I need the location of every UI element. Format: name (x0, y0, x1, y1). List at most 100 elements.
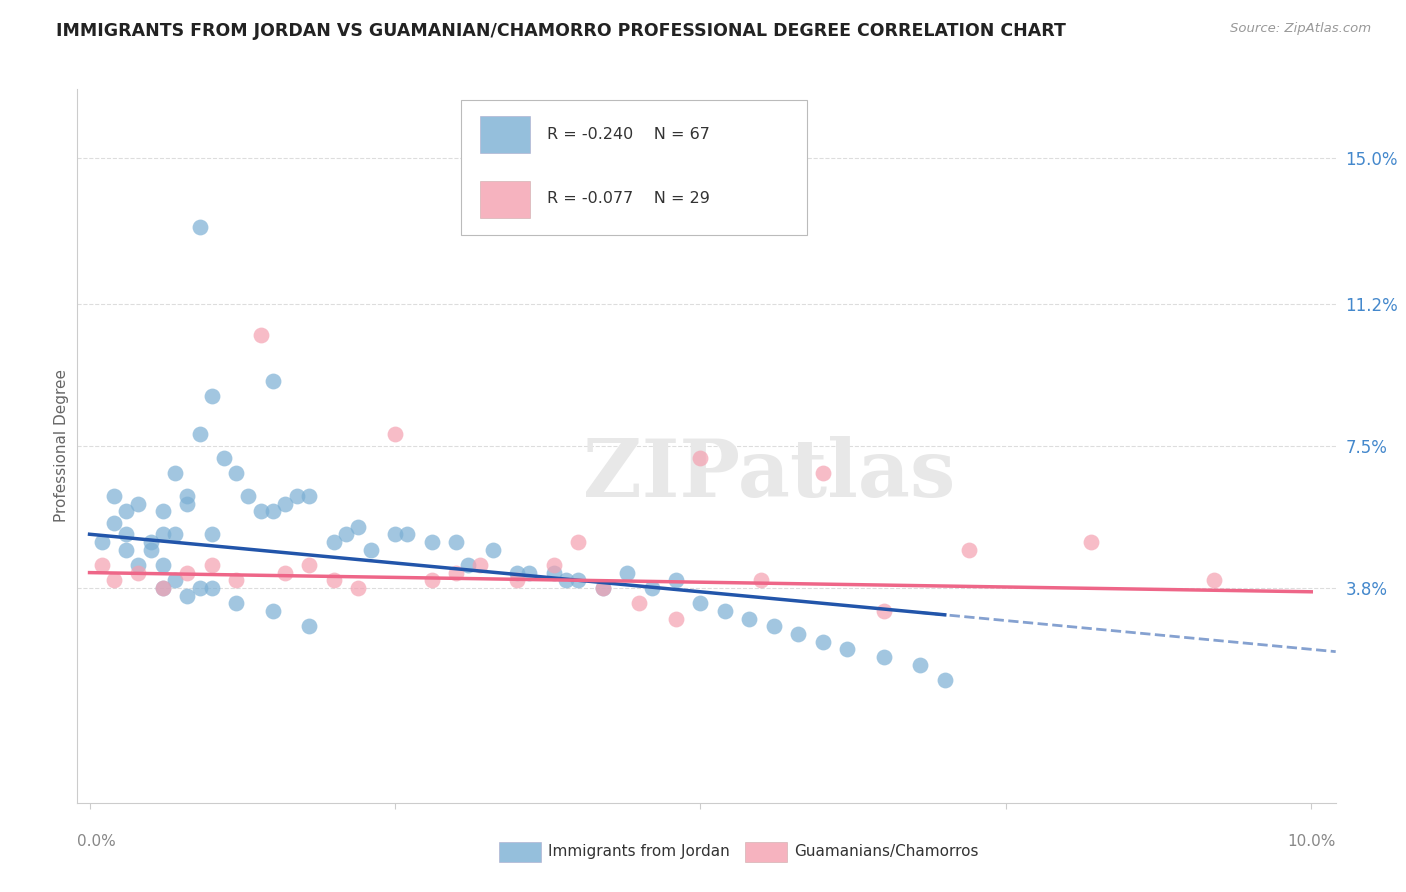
Point (274, 566, 297, 580)
Point (616, 566, 638, 580)
Point (188, 220, 211, 235)
Point (262, 604, 284, 618)
Point (762, 619, 785, 633)
Point (249, 327, 271, 342)
Text: 0.0%: 0.0% (77, 834, 117, 849)
Point (262, 374, 284, 388)
Point (470, 558, 492, 572)
Point (285, 489, 308, 503)
Point (212, 450, 235, 465)
Point (103, 516, 125, 530)
Point (555, 574, 578, 588)
Text: IMMIGRANTS FROM JORDAN VS GUAMANIAN/CHAMORRO PROFESSIONAL DEGREE CORRELATION CHA: IMMIGRANTS FROM JORDAN VS GUAMANIAN/CHAM… (56, 22, 1066, 40)
Point (567, 535, 589, 549)
Point (115, 504, 138, 518)
Point (1080, 535, 1102, 549)
Point (934, 673, 956, 687)
Point (127, 566, 149, 580)
Text: Immigrants from Jordan: Immigrants from Jordan (548, 845, 730, 859)
Point (103, 489, 125, 503)
Point (165, 466, 187, 480)
Point (188, 427, 211, 442)
Text: 10.0%: 10.0% (1288, 834, 1336, 849)
Point (811, 634, 834, 648)
Point (201, 558, 224, 572)
Point (506, 566, 529, 580)
Point (139, 535, 162, 549)
Point (274, 497, 297, 511)
Point (628, 596, 651, 610)
Point (176, 497, 198, 511)
FancyBboxPatch shape (461, 100, 807, 235)
Point (90, 535, 112, 549)
Point (665, 574, 688, 588)
Point (139, 542, 162, 557)
Point (262, 504, 284, 518)
Point (384, 527, 406, 541)
Point (543, 566, 565, 580)
Point (714, 604, 737, 618)
Point (152, 504, 174, 518)
Point (787, 627, 810, 641)
Point (201, 389, 224, 403)
Point (384, 427, 406, 442)
Point (835, 642, 858, 657)
Point (689, 450, 711, 465)
Point (1202, 574, 1225, 588)
Point (444, 566, 467, 580)
Point (444, 535, 467, 549)
Point (176, 589, 198, 603)
Text: Source: ZipAtlas.com: Source: ZipAtlas.com (1230, 22, 1371, 36)
Point (152, 527, 174, 541)
Point (165, 574, 187, 588)
Point (506, 574, 529, 588)
Point (322, 535, 344, 549)
Point (543, 558, 565, 572)
Text: R = -0.077    N = 29: R = -0.077 N = 29 (547, 191, 710, 206)
Point (152, 581, 174, 595)
Point (811, 466, 834, 480)
Point (225, 574, 247, 588)
Point (298, 558, 321, 572)
Point (188, 581, 211, 595)
Point (103, 574, 125, 588)
Point (90, 558, 112, 572)
Point (176, 489, 198, 503)
Bar (479, 180, 530, 218)
Point (127, 558, 149, 572)
Point (225, 466, 247, 480)
Point (176, 566, 198, 580)
Point (360, 542, 382, 557)
Point (872, 650, 894, 665)
Y-axis label: Professional Degree: Professional Degree (53, 369, 69, 523)
Point (420, 535, 443, 549)
Point (152, 581, 174, 595)
Point (298, 489, 321, 503)
Point (115, 542, 138, 557)
Point (689, 596, 711, 610)
Point (322, 574, 344, 588)
Point (640, 581, 662, 595)
Point (238, 489, 260, 503)
Point (347, 519, 370, 533)
Point (567, 574, 589, 588)
Point (481, 542, 503, 557)
Point (592, 581, 614, 595)
Point (165, 527, 187, 541)
Point (592, 581, 614, 595)
Point (201, 527, 224, 541)
Point (115, 527, 138, 541)
Text: Guamanians/Chamorros: Guamanians/Chamorros (794, 845, 979, 859)
Point (519, 566, 541, 580)
Point (249, 504, 271, 518)
Point (335, 527, 357, 541)
Point (127, 497, 149, 511)
Point (152, 558, 174, 572)
Point (420, 574, 443, 588)
Text: R = -0.240    N = 67: R = -0.240 N = 67 (547, 127, 710, 142)
Point (910, 657, 932, 672)
Point (201, 581, 224, 595)
Point (225, 596, 247, 610)
Bar (479, 116, 530, 153)
Point (457, 558, 479, 572)
